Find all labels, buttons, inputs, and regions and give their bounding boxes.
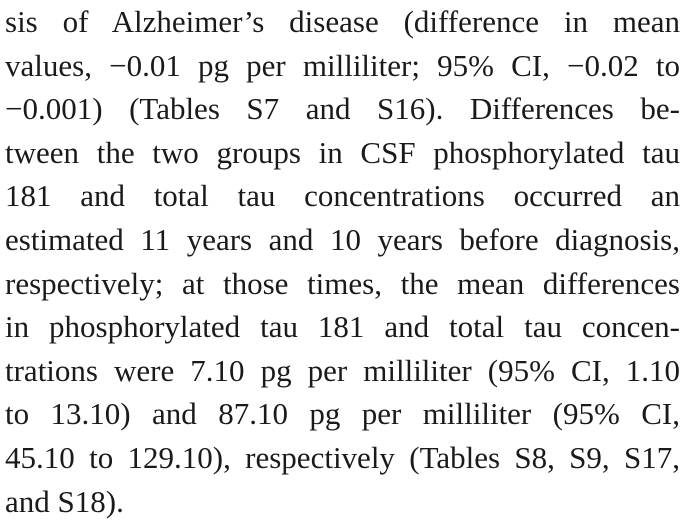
body-paragraph: sis of Alzheimer’s disease (difference i… [5,0,680,523]
text-line: and S18). [5,483,124,519]
text-line: respectively; at those times, the mean d… [5,265,680,301]
text-line: 181 and total tau concentrations occurre… [5,178,680,214]
text-line: to 13.10) and 87.10 pg per milliliter (9… [5,396,680,432]
text-line: trations were 7.10 pg per milliliter (95… [5,352,680,388]
text-line: values, −0.01 pg per milliliter; 95% CI,… [5,47,680,83]
text-line: in phosphorylated tau 181 and total tau … [5,309,680,345]
text-line: tween the two groups in CSF phosphorylat… [5,134,680,170]
text-line: 45.10 to 129.10), respectively (Tables S… [5,439,680,475]
text-line: −0.001) (Tables S7 and S16). Differences… [5,91,680,127]
text-line: estimated 11 years and 10 years before d… [5,221,680,257]
text-line: sis of Alzheimer’s disease (difference i… [5,4,680,39]
